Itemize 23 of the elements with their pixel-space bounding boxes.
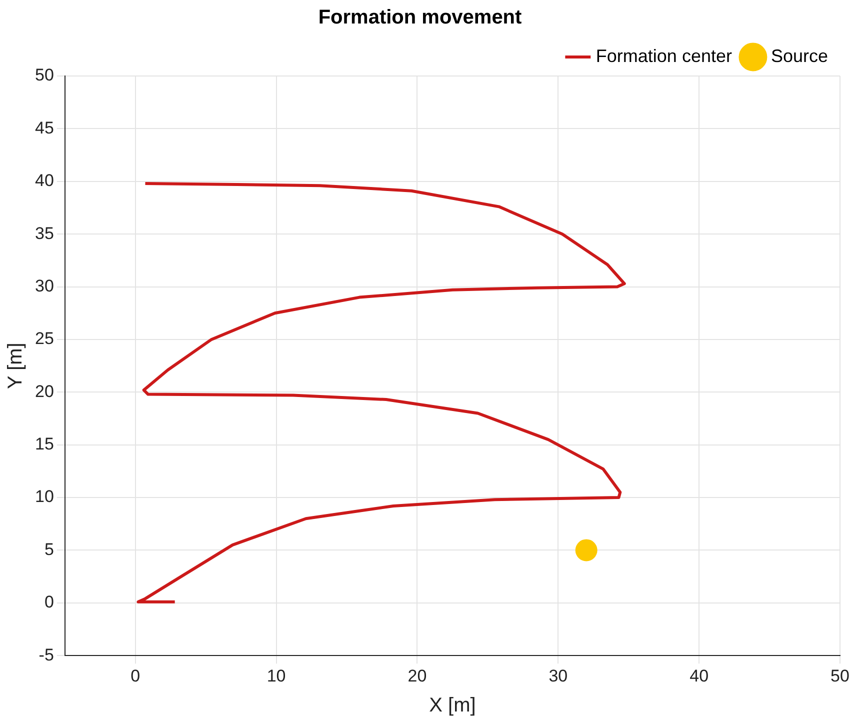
x-tick-label: 0 <box>130 666 140 686</box>
y-tick-label: 40 <box>34 171 54 190</box>
x-tick-label: 20 <box>408 666 427 686</box>
legend-label: Source <box>770 46 828 66</box>
y-tick-label: -5 <box>38 645 54 664</box>
y-tick-label: 35 <box>34 224 54 243</box>
y-tick-label: 25 <box>34 329 54 348</box>
y-tick-label: 50 <box>34 66 54 85</box>
x-tick-label: 50 <box>830 666 850 686</box>
y-axis-title: Y [m] <box>4 342 27 389</box>
y-tick-label: 15 <box>34 434 54 454</box>
legend-label: Formation center <box>596 46 732 66</box>
y-tick-label: 5 <box>44 540 54 559</box>
y-tick-label: 30 <box>34 276 54 296</box>
x-axis-title: X [m] <box>429 694 476 717</box>
x-tick-label: 40 <box>690 666 709 686</box>
y-tick-label: 45 <box>34 118 54 138</box>
chart-title: Formation movement <box>318 6 522 29</box>
y-tick-label: 20 <box>34 382 54 401</box>
y-tick-label: 10 <box>34 487 54 506</box>
x-tick-label: 10 <box>266 666 286 686</box>
y-tick-label: 0 <box>44 592 54 612</box>
x-tick-label: 30 <box>548 666 568 686</box>
